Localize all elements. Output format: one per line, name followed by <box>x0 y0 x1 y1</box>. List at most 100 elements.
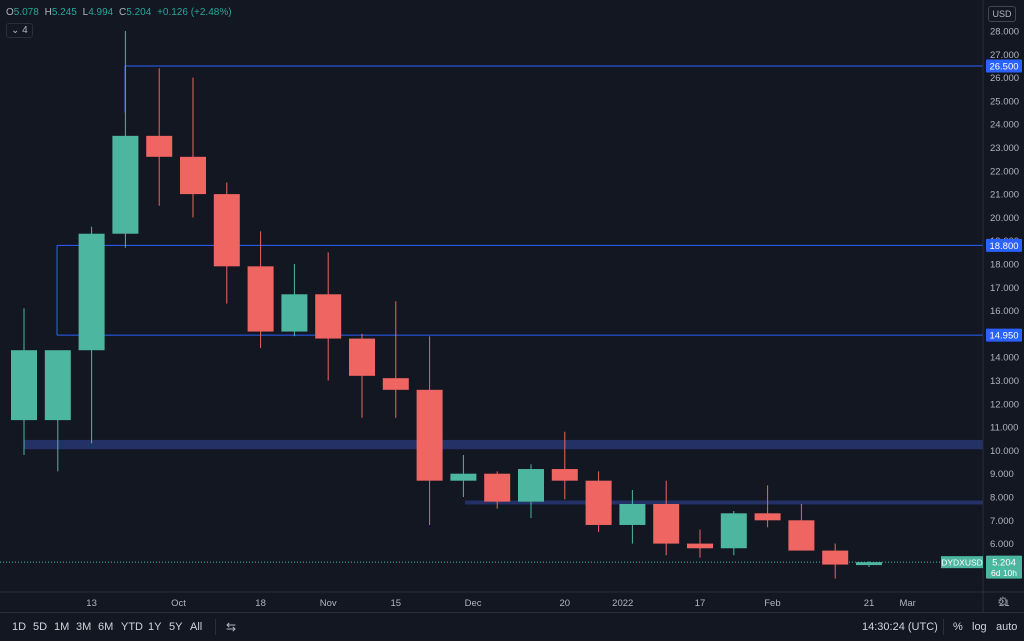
x-tick-label: 13 <box>86 598 97 609</box>
timeframe-6m[interactable]: 6M <box>98 621 114 633</box>
candle-body <box>788 520 815 551</box>
x-tick-label: Mar <box>899 598 915 609</box>
y-tick-label: 13.000 <box>990 376 1019 387</box>
candle-body <box>382 378 409 390</box>
auto-toggle[interactable]: auto <box>996 621 1018 633</box>
currency-button[interactable]: USD <box>988 6 1016 22</box>
price-label: 14.950 <box>989 331 1018 342</box>
candle-body <box>856 562 882 566</box>
candle-body <box>687 543 713 549</box>
y-tick-label: 24.000 <box>990 120 1019 131</box>
y-tick-label: 12.000 <box>990 399 1019 410</box>
last-price-value: 5.204 <box>992 558 1016 569</box>
candle-body <box>619 503 646 525</box>
candle-body <box>349 338 375 376</box>
y-tick-label: 21.000 <box>990 190 1019 201</box>
price-label: 26.500 <box>989 61 1018 72</box>
candle-body <box>78 233 105 351</box>
x-tick-label: 17 <box>695 598 706 609</box>
timeframe-5y[interactable]: 5Y <box>169 621 183 633</box>
gear-icon[interactable]: ⚙ <box>997 594 1009 609</box>
close-label: C <box>119 7 127 18</box>
x-tick-label: 21 <box>999 598 1010 609</box>
price-label-box <box>986 238 1022 252</box>
support-zone <box>465 500 983 505</box>
y-tick-label: 10.000 <box>990 446 1019 457</box>
last-price-box <box>986 555 1022 579</box>
x-tick-label: Nov <box>320 598 337 609</box>
chevron-down-icon: ⌄ <box>11 25 20 36</box>
x-tick-label: 21 <box>864 598 875 609</box>
close-value: 5.204 <box>126 7 152 18</box>
low-value: 4.994 <box>88 7 114 18</box>
open-value: 5.078 <box>13 7 39 18</box>
open-label: O <box>6 7 14 18</box>
timeframe-5d[interactable]: 5D <box>33 621 48 633</box>
timeframe-all[interactable]: All <box>190 621 203 633</box>
timeframe-3m[interactable]: 3M <box>76 621 92 633</box>
candle-body <box>213 194 240 267</box>
candle-body <box>180 156 206 195</box>
timeframe-1d[interactable]: 1D <box>12 621 27 633</box>
x-tick-label: Feb <box>764 598 780 609</box>
y-tick-label: 28.000 <box>990 27 1019 38</box>
percent-toggle[interactable]: % <box>953 621 963 633</box>
y-tick-label: 16.000 <box>990 306 1019 317</box>
timeframe-1m[interactable]: 1M <box>54 621 70 633</box>
ohlc-legend: O5.078 H5.245 L4.994 C5.204 +0.126 (+2.4… <box>6 7 232 18</box>
x-tick-label: 15 <box>391 598 402 609</box>
candle-body <box>653 503 680 544</box>
high-label: H <box>44 7 52 18</box>
date-range-icon[interactable]: ⇆ <box>226 620 237 634</box>
y-tick-label: 8.000 <box>990 493 1014 504</box>
candle-body <box>281 294 308 332</box>
clock-time[interactable]: 14:30:24 (UTC) <box>862 621 938 633</box>
log-toggle[interactable]: log <box>972 621 987 633</box>
x-tick-label: 2022 <box>612 598 633 609</box>
y-tick-label: 18.000 <box>990 260 1019 271</box>
candle-body <box>450 473 477 481</box>
chart-canvas[interactable]: 28.000 27.000 26.000 25.000 24.000 23.000 22.0… <box>0 0 1024 612</box>
low-label: L <box>82 7 89 18</box>
price-label-box <box>986 328 1022 342</box>
y-tick-label: 14.000 <box>990 353 1019 364</box>
candle-body <box>551 469 578 481</box>
x-tick-label: Dec <box>465 598 482 609</box>
y-tick-label: 23.000 <box>990 143 1019 154</box>
change-value: +0.126 (+2.48%) <box>157 7 232 18</box>
toolbar-divider <box>215 619 216 635</box>
candle-body <box>754 513 781 521</box>
candle-body <box>247 266 274 332</box>
bar-countdown: 6d 10h <box>991 568 1017 578</box>
y-tick-label: 9.000 <box>990 469 1014 480</box>
candle-body <box>585 480 612 525</box>
candle-body <box>11 350 37 421</box>
candle-body <box>518 469 544 502</box>
candle-body <box>112 135 139 234</box>
high-value: 5.245 <box>51 7 77 18</box>
y-tick-label: 11.000 <box>990 423 1018 434</box>
x-tick-label: Oct <box>171 598 186 609</box>
candle-body <box>484 473 511 502</box>
y-tick-label: 25.000 <box>990 96 1019 107</box>
y-tick-label: 6.000 <box>990 539 1014 550</box>
candle-body <box>416 389 443 481</box>
y-tick-label: 27.000 <box>990 50 1019 61</box>
y-tick-label: 26.000 <box>990 73 1019 84</box>
candle-body <box>44 350 71 421</box>
bottom-toolbar: 1D 5D 1M 3M 6M YTD 1Y 5Y All ⇆ 14:30:24 … <box>0 612 1024 641</box>
candle-body <box>315 294 342 339</box>
candle-body <box>720 513 747 549</box>
support-zone <box>24 439 983 450</box>
candle-body <box>822 550 849 565</box>
x-tick-label: 20 <box>560 598 571 609</box>
symbol-tag-box <box>941 556 983 569</box>
y-tick-label: 7.000 <box>990 516 1014 527</box>
timeframe-1y[interactable]: 1Y <box>148 621 162 633</box>
x-tick-label: 18 <box>255 598 266 609</box>
y-tick-label: 22.000 <box>990 166 1019 177</box>
price-label-box <box>986 59 1022 73</box>
timeframe-ytd[interactable]: YTD <box>121 621 143 633</box>
candle-body <box>146 135 173 157</box>
indicators-toggle[interactable]: ⌄ 4 <box>6 23 33 38</box>
